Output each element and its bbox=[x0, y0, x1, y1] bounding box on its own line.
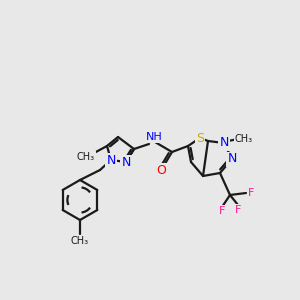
Text: CH₃: CH₃ bbox=[71, 236, 89, 246]
Text: CH₃: CH₃ bbox=[235, 134, 253, 144]
Text: S: S bbox=[196, 131, 204, 145]
Text: F: F bbox=[235, 205, 241, 215]
Text: N: N bbox=[121, 155, 131, 169]
Text: N: N bbox=[219, 136, 229, 149]
Text: O: O bbox=[156, 164, 166, 176]
Text: CH₃: CH₃ bbox=[77, 152, 95, 162]
Text: N: N bbox=[227, 152, 237, 166]
Text: F: F bbox=[248, 188, 254, 198]
Text: N: N bbox=[106, 154, 116, 166]
Text: F: F bbox=[219, 206, 225, 216]
Text: NH: NH bbox=[146, 132, 162, 142]
